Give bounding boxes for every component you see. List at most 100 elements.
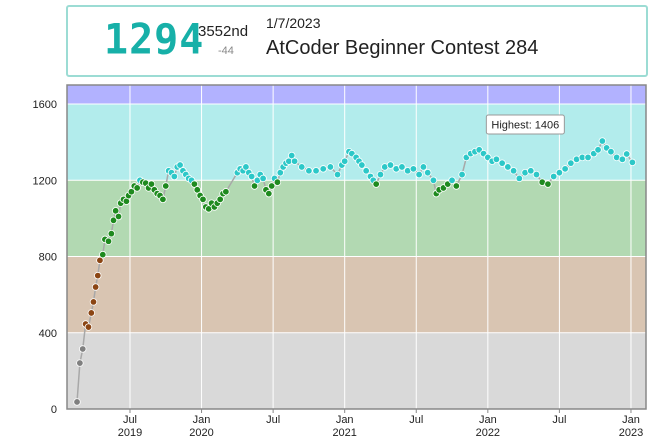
contest-date: 1/7/2023 <box>266 15 321 31</box>
rating-point <box>265 189 273 198</box>
x-tick-label: Jul <box>123 414 137 426</box>
rating-point <box>532 170 541 179</box>
rating-point <box>147 180 156 188</box>
contest-card: 1294 3552nd -44 1/7/2023 AtCoder Beginne… <box>66 5 648 77</box>
x-tick-year: 2019 <box>118 427 142 439</box>
rating-point <box>398 163 406 171</box>
rating-point <box>424 168 432 177</box>
rating-point <box>326 163 335 171</box>
x-tick-label: Jul <box>266 414 280 426</box>
rating-point <box>96 256 104 265</box>
rating-point <box>247 172 256 181</box>
y-tick-label: 800 <box>39 252 57 264</box>
rating-point <box>133 184 141 192</box>
rating-point <box>312 167 320 175</box>
rating-point <box>598 137 607 145</box>
rating-point <box>79 345 87 353</box>
rating-point <box>622 150 631 158</box>
rating-point <box>544 180 552 188</box>
rating-point <box>555 168 564 177</box>
rating-point <box>109 216 118 225</box>
rating-point <box>162 182 170 190</box>
rating-point <box>458 170 466 179</box>
rating-point <box>452 182 461 190</box>
y-tick-label: 1600 <box>33 99 57 111</box>
rating-point <box>127 188 136 196</box>
rating-point <box>319 165 327 173</box>
rating-point <box>288 151 296 160</box>
rating-point <box>99 250 107 259</box>
rating-point <box>527 167 535 175</box>
annotation-box <box>485 114 565 135</box>
highest-annotation: Highest: 1406 <box>485 114 565 135</box>
rating-point <box>340 157 349 165</box>
rating-point <box>358 161 366 169</box>
rating: 1294 <box>104 15 205 65</box>
x-tick-label: Jan <box>479 414 497 426</box>
rating-point <box>618 155 627 164</box>
rating-point <box>504 163 512 171</box>
rating-point <box>290 157 299 165</box>
rating-point <box>561 165 569 173</box>
rating-point <box>216 195 224 204</box>
rating-band <box>67 85 646 105</box>
plot-frame <box>66 84 647 410</box>
x-tick-label: Jan <box>193 414 211 426</box>
rating-point <box>276 168 284 177</box>
rating-point <box>242 163 250 171</box>
x-tick-year: 2023 <box>619 427 643 439</box>
x-tick-label: Jul <box>552 414 566 426</box>
rating-band <box>67 256 646 333</box>
rating-point <box>492 155 501 164</box>
rating-point <box>84 323 93 331</box>
rating-point <box>549 172 558 181</box>
rating-point <box>94 271 102 280</box>
rating-point <box>190 180 199 188</box>
rating-point <box>372 180 380 188</box>
rating-point <box>515 174 524 183</box>
rating-point <box>91 283 100 291</box>
rating-point <box>170 172 179 181</box>
rating-point <box>259 174 267 183</box>
rating-point <box>376 170 385 179</box>
rating-point <box>509 167 518 175</box>
rating-band <box>67 332 646 409</box>
rank: 3552nd <box>198 23 249 40</box>
rating-point <box>87 309 96 317</box>
rating-point <box>73 398 81 406</box>
rating-point <box>199 195 207 204</box>
y-tick-label: 0 <box>51 404 57 416</box>
rating-point <box>333 170 342 179</box>
y-tick-label: 1200 <box>33 175 57 187</box>
annotation-text: Highest: 1406 <box>491 120 559 132</box>
contest-name: AtCoder Beginner Contest 284 <box>266 37 539 59</box>
rating-point <box>114 212 123 221</box>
rating-point <box>498 159 506 167</box>
x-tick-label: Jul <box>409 414 423 426</box>
rating-point <box>584 153 592 162</box>
rating-point <box>628 158 637 167</box>
rating-point <box>448 176 456 184</box>
rating-point <box>305 167 313 175</box>
rating-diff: -44 <box>218 45 234 57</box>
rating-point <box>76 359 84 367</box>
x-tick-year: 2020 <box>189 427 213 439</box>
rating-point <box>193 186 201 194</box>
x-tick-label: Jan <box>622 414 640 426</box>
rating-point <box>107 229 116 238</box>
rating-point <box>267 182 276 190</box>
x-tick-label: Jan <box>336 414 354 426</box>
rating-point <box>567 159 575 167</box>
x-tick-year: 2021 <box>332 427 356 439</box>
rating-point <box>89 298 98 306</box>
rating-point <box>415 170 423 179</box>
rating-point <box>176 161 184 169</box>
y-tick-label: 400 <box>39 328 57 340</box>
rating-point <box>362 167 370 175</box>
rating-point <box>419 163 428 171</box>
rating-point <box>298 163 306 171</box>
rating-point <box>409 165 418 173</box>
rating-point <box>250 182 259 190</box>
